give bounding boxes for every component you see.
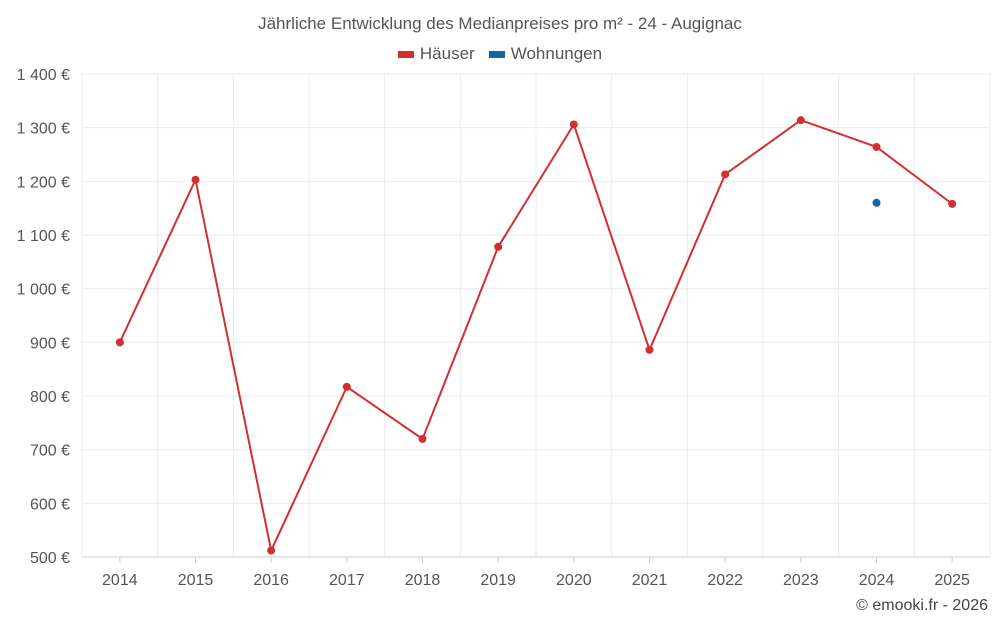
x-tick-label: 2017 [329,572,365,589]
legend-label-houses: Häuser [419,44,475,63]
chart-title: Jährliche Entwicklung des Medianpreises … [258,14,742,33]
x-tick-label: 2019 [480,572,516,589]
y-tick-label: 1 200 € [17,174,70,191]
x-tick-label: 2020 [556,572,592,589]
y-tick-label: 500 € [30,550,70,567]
data-point [494,242,503,251]
data-point [191,175,200,184]
x-tick-label: 2021 [632,572,668,589]
x-tick-label: 2015 [178,572,214,589]
x-tick-label: 2023 [783,572,819,589]
y-tick-label: 900 € [30,335,70,352]
data-point [342,382,351,391]
legend-swatch-apartments [488,50,505,58]
data-point [721,170,730,179]
x-tick-label: 2014 [102,572,138,589]
y-tick-label: 600 € [30,496,70,513]
legend-item-houses[interactable]: Häuser [397,44,475,64]
data-point [948,199,957,208]
y-tick-label: 1 400 € [17,67,70,84]
y-tick-label: 1 100 € [17,228,70,245]
series-line-0 [118,119,953,552]
legend-swatch-houses [397,50,414,58]
legend-item-apartments[interactable]: Wohnungen [488,44,603,64]
legend: Häuser Wohnungen [0,44,1000,64]
legend-label-apartments: Wohnungen [510,44,603,63]
data-point [645,345,654,354]
data-point [872,142,881,151]
data-point [418,434,427,443]
x-tick-label: 2018 [405,572,441,589]
data-point [796,116,805,125]
x-tick-label: 2025 [934,572,970,589]
data-point [872,198,881,207]
y-tick-label: 800 € [30,389,70,406]
credit-text: © emooki.fr - 2026 [856,597,988,614]
y-tick-label: 1 300 € [17,121,70,138]
x-tick-label: 2024 [859,572,895,589]
data-point [569,120,578,129]
gridlines [81,73,991,558]
y-tick-label: 700 € [30,443,70,460]
x-tick-label: 2016 [253,572,289,589]
x-tick-label: 2022 [707,572,743,589]
data-point [115,338,124,347]
y-tick-label: 1 000 € [17,282,70,299]
data-point [267,546,276,555]
